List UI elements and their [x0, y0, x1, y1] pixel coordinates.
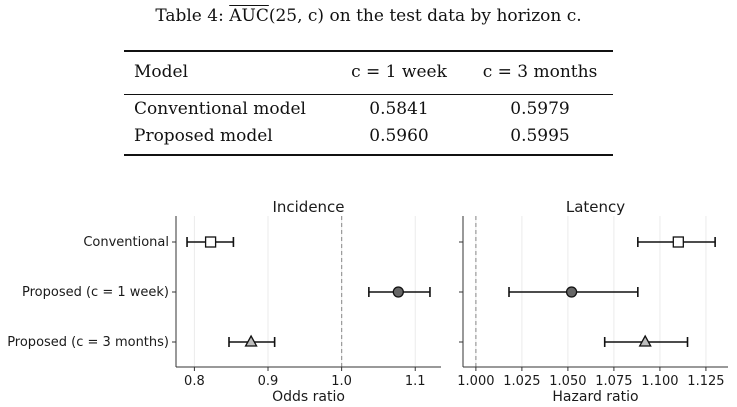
x-tick-label: 0.9 [258, 374, 279, 389]
x-tick-label: 0.8 [184, 374, 205, 389]
forest-plot-figure: Incidence 0.8 0.9 1.0 1.1 Odds ratio Conventio… [7, 198, 728, 405]
x-tick-label: 1.025 [503, 374, 540, 389]
table-caption: Table 4: AUC(25, c) on the test data by … [0, 6, 737, 26]
point-estimate-triangle [244, 334, 258, 347]
row-week: 0.5841 [369, 99, 429, 119]
auc-table: Model c = 1 week c = 3 months Convention… [124, 50, 613, 158]
table-bottom-rule [124, 154, 613, 156]
caption-args: (25, c) [268, 6, 325, 26]
x-tick-label: 1.075 [595, 374, 632, 389]
x-tick-label: 1.000 [457, 374, 494, 389]
row-week: 0.5960 [369, 126, 429, 146]
x-tick-label: 1.125 [687, 374, 724, 389]
panel-title: Incidence [272, 198, 344, 216]
x-axis-label: Hazard ratio [552, 389, 638, 405]
table-mid-rule [124, 94, 613, 95]
category-label: Conventional [83, 235, 169, 250]
panel-title: Latency [566, 198, 625, 216]
point-estimate-triangle [638, 334, 652, 347]
x-tick-label: 1.1 [405, 374, 426, 389]
point-estimate-square [204, 236, 217, 248]
header-week: c = 1 week [351, 62, 447, 82]
caption-suffix: on the test data by horizon c. [324, 6, 582, 26]
point-estimate-circle [565, 286, 578, 298]
category-label: Proposed (c = 3 months) [7, 335, 169, 350]
header-model: Model [134, 62, 189, 82]
table-top-rule [124, 50, 613, 52]
caption-prefix: Table 4: [155, 6, 230, 26]
x-tick-label: 1.100 [641, 374, 678, 389]
row-model: Proposed model [134, 126, 273, 146]
point-estimate-circle [392, 286, 404, 298]
caption-auc: AUC [229, 6, 269, 26]
header-months: c = 3 months [482, 62, 598, 82]
x-axis-label: Odds ratio [272, 389, 345, 405]
row-model: Conventional model [134, 99, 306, 119]
x-tick-label: 1.050 [549, 374, 586, 389]
category-label: Proposed (c = 1 week) [22, 285, 169, 300]
row-months: 0.5979 [510, 99, 570, 119]
point-estimate-square [672, 236, 684, 248]
row-months: 0.5995 [510, 126, 570, 146]
x-tick-label: 1.0 [331, 374, 352, 389]
